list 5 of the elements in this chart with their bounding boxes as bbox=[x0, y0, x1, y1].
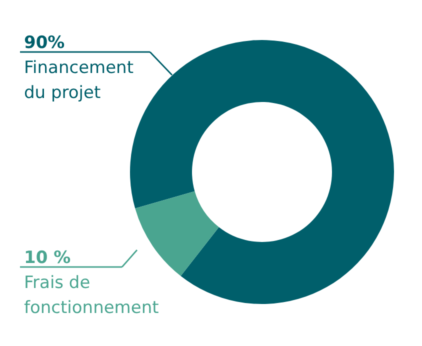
data-label: 90% bbox=[24, 33, 65, 53]
slice-label: Frais de fonctionnement bbox=[24, 273, 160, 318]
donut-slice bbox=[135, 191, 219, 276]
slice-label: Financement du projet bbox=[24, 58, 134, 103]
data-label: 10 % bbox=[24, 248, 71, 268]
